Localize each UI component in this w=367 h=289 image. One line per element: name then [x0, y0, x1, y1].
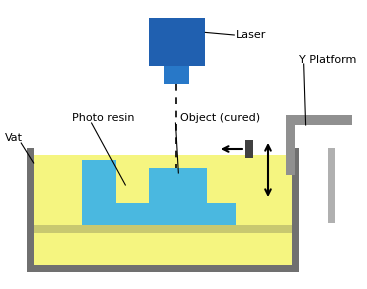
Bar — [82, 160, 116, 203]
Bar — [286, 115, 295, 175]
Bar — [164, 66, 189, 84]
Bar — [328, 148, 335, 223]
Bar — [27, 265, 299, 272]
Bar — [149, 18, 206, 66]
Bar — [82, 203, 236, 225]
Text: Y Platform: Y Platform — [299, 55, 356, 65]
Bar — [34, 225, 292, 233]
Bar — [27, 148, 34, 272]
Bar — [245, 140, 252, 158]
Bar — [34, 155, 292, 265]
Bar — [292, 148, 299, 272]
Text: Vat: Vat — [5, 133, 23, 143]
Text: Laser: Laser — [236, 30, 266, 40]
Text: Photo resin: Photo resin — [72, 113, 135, 123]
Text: Object (cured): Object (cured) — [180, 113, 261, 123]
Bar — [149, 168, 207, 203]
Bar — [286, 115, 352, 125]
